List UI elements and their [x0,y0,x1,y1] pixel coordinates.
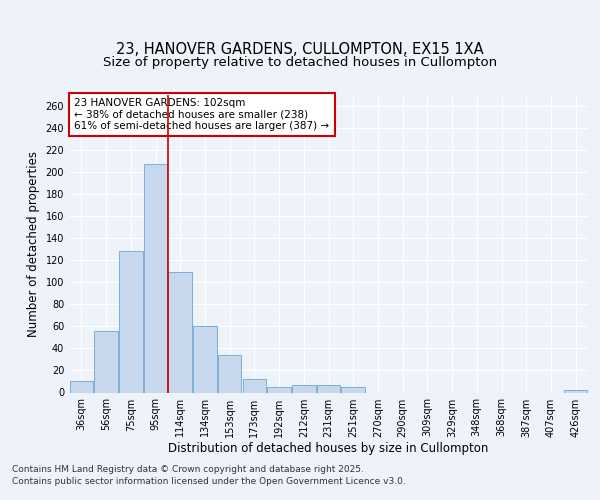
Bar [70,382,93,392]
X-axis label: Distribution of detached houses by size in Cullompton: Distribution of detached houses by size … [169,442,488,456]
Y-axis label: Number of detached properties: Number of detached properties [27,151,40,337]
Text: Contains public sector information licensed under the Open Government Licence v3: Contains public sector information licen… [12,477,406,486]
Bar [268,387,291,392]
Text: 23 HANOVER GARDENS: 102sqm
← 38% of detached houses are smaller (238)
61% of sem: 23 HANOVER GARDENS: 102sqm ← 38% of deta… [74,98,329,131]
Bar [119,252,143,392]
Text: Size of property relative to detached houses in Cullompton: Size of property relative to detached ho… [103,56,497,69]
Bar [218,355,241,393]
Bar [317,385,340,392]
Text: 23, HANOVER GARDENS, CULLOMPTON, EX15 1XA: 23, HANOVER GARDENS, CULLOMPTON, EX15 1X… [116,42,484,58]
Bar [242,380,266,392]
Bar [169,272,192,392]
Bar [193,326,217,392]
Bar [564,390,587,392]
Bar [144,164,167,392]
Bar [94,331,118,392]
Bar [341,387,365,392]
Text: Contains HM Land Registry data © Crown copyright and database right 2025.: Contains HM Land Registry data © Crown c… [12,465,364,474]
Bar [292,385,316,392]
